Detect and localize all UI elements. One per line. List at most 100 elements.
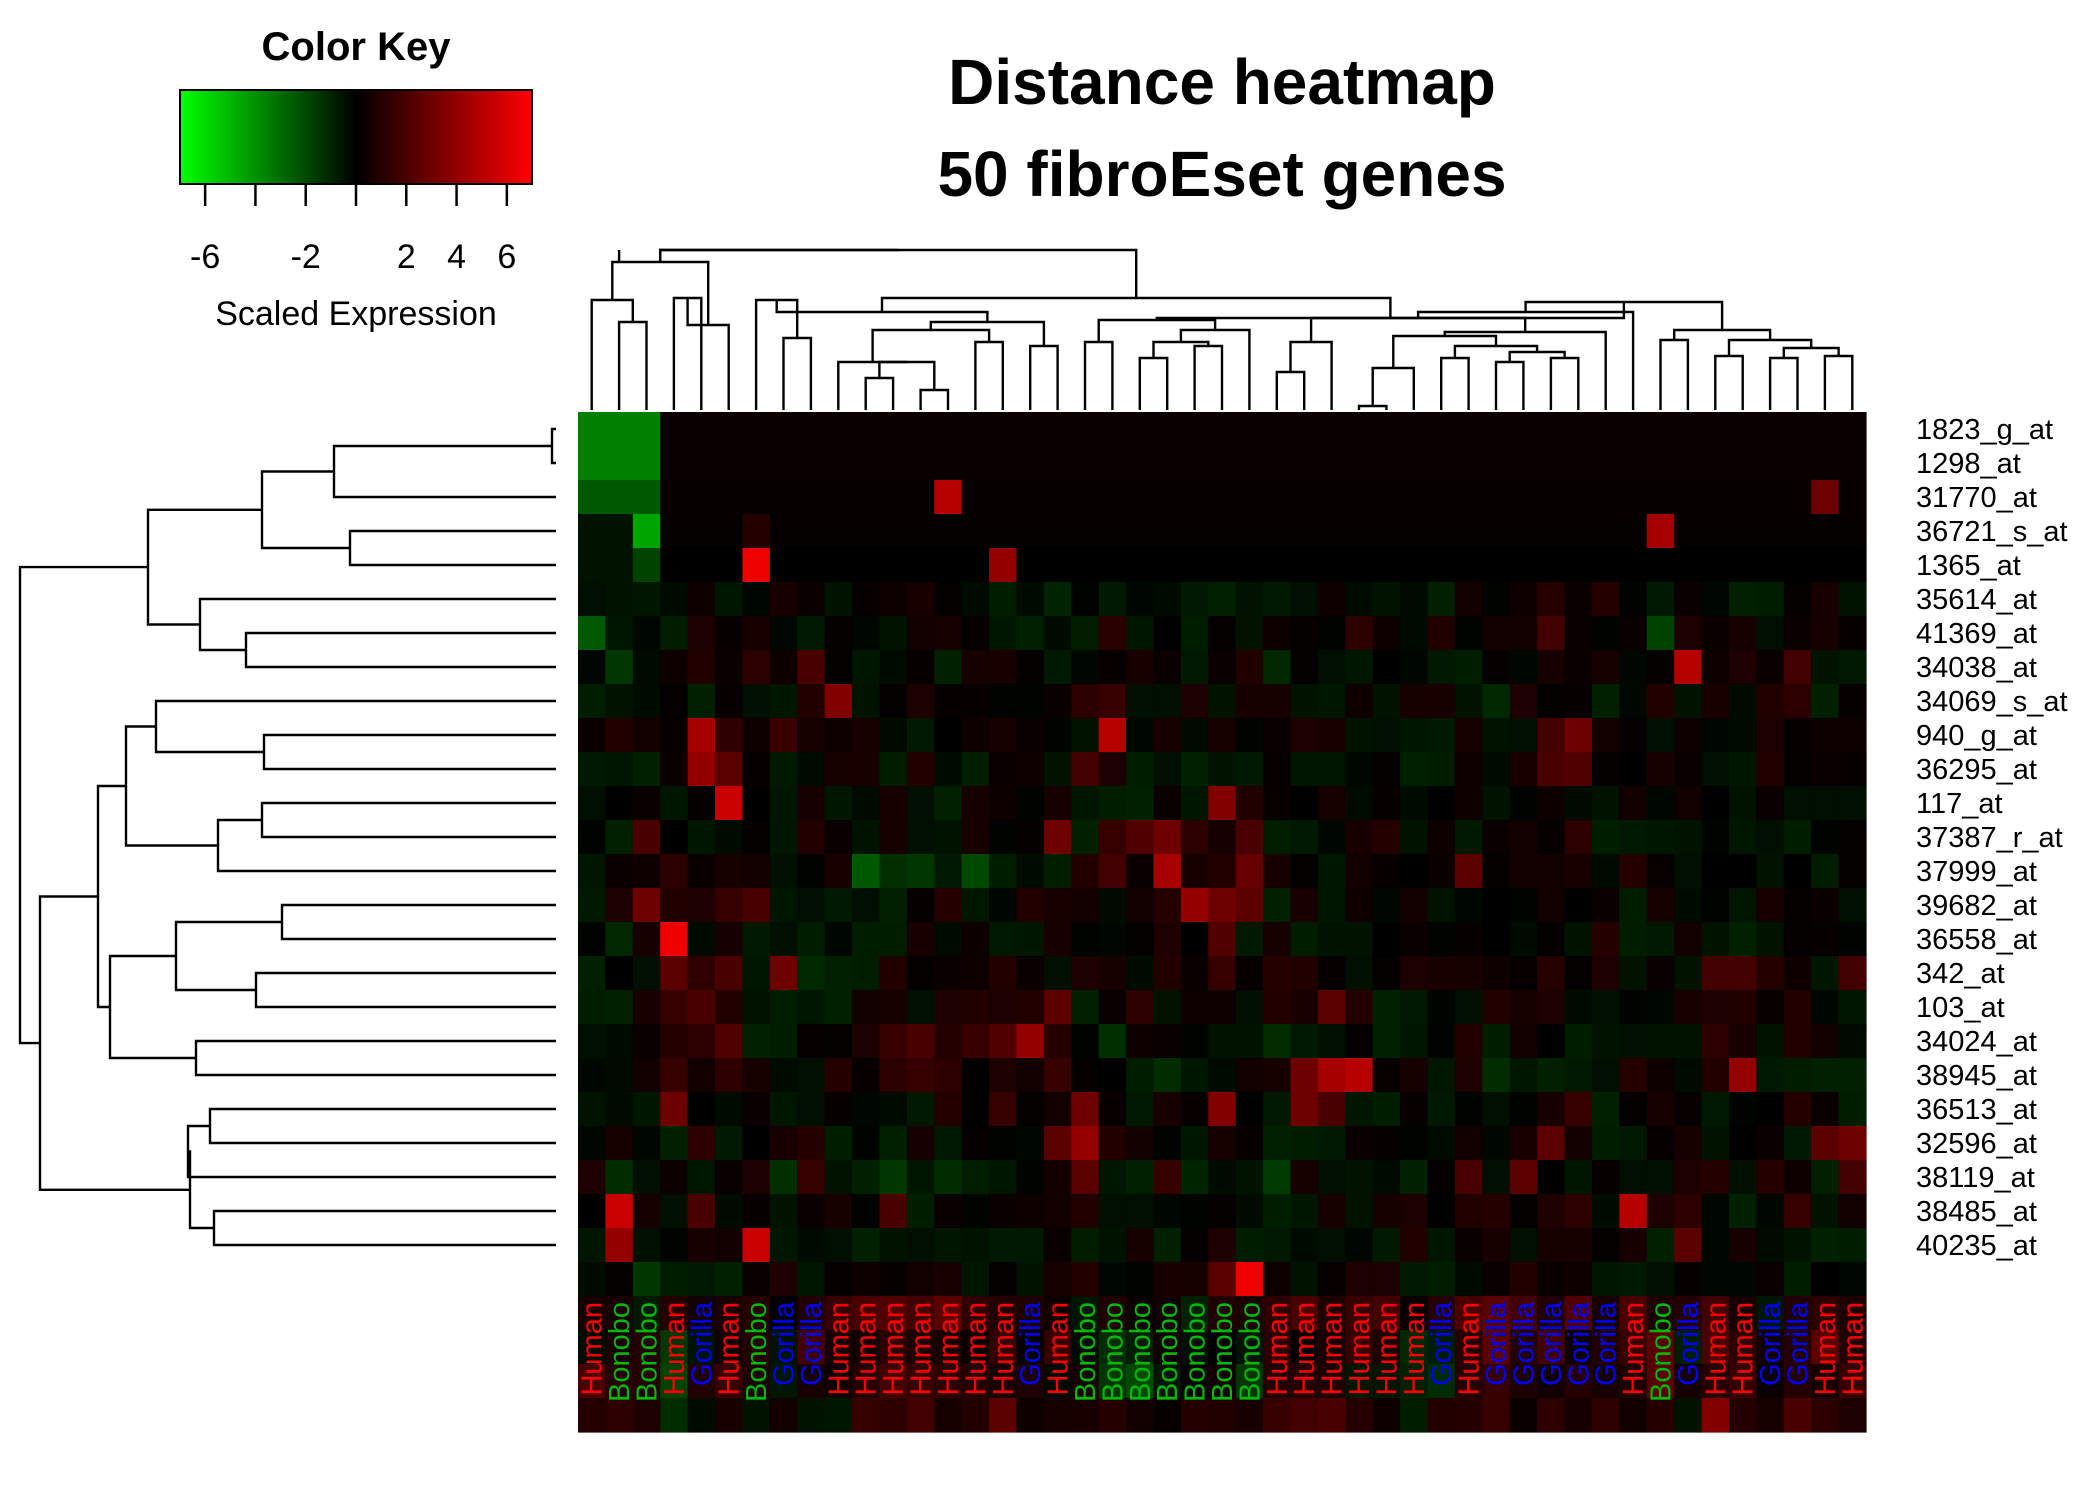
heatmap-cell-r16-c16 bbox=[1016, 956, 1045, 991]
heatmap-cell-r23-c16 bbox=[1016, 1194, 1045, 1229]
heatmap-cell-r2-c32 bbox=[1454, 480, 1483, 515]
heatmap-cell-r11-c12 bbox=[906, 786, 935, 821]
heatmap-cell-r0-c46 bbox=[1838, 412, 1867, 447]
heatmap-cell-r21-c37 bbox=[1591, 1126, 1620, 1161]
heatmap-cell-r19-c10 bbox=[852, 1058, 881, 1093]
heatmap-cell-r27-c8 bbox=[797, 1330, 826, 1365]
row-dendrogram-branch bbox=[188, 1150, 214, 1230]
heatmap-cell-r22-c20 bbox=[1126, 1160, 1155, 1195]
heatmap-cell-r25-c7 bbox=[769, 1262, 798, 1297]
heatmap-cell-r17-c6 bbox=[742, 990, 771, 1025]
heatmap-cell-r1-c34 bbox=[1509, 446, 1538, 481]
heatmap-cell-r10-c24 bbox=[1235, 752, 1264, 787]
heatmap-cell-r9-c28 bbox=[1345, 718, 1374, 753]
heatmap-cell-r10-c33 bbox=[1482, 752, 1511, 787]
heatmap-cell-r4-c45 bbox=[1811, 548, 1840, 583]
heatmap-cell-r25-c0 bbox=[578, 1262, 606, 1297]
heatmap-cell-r29-c30 bbox=[1400, 1398, 1429, 1433]
heatmap-cell-r27-c39 bbox=[1646, 1330, 1675, 1365]
heatmap-cell-r20-c43 bbox=[1756, 1092, 1785, 1127]
heatmap-cell-r14-c19 bbox=[1098, 888, 1127, 923]
heatmap-cell-r2-c12 bbox=[906, 480, 935, 515]
heatmap-cell-r5-c16 bbox=[1016, 582, 1045, 617]
heatmap-cell-r24-c25 bbox=[1263, 1228, 1292, 1263]
heatmap-cell-r5-c40 bbox=[1674, 582, 1703, 617]
heatmap-cell-r24-c6 bbox=[742, 1228, 771, 1263]
heatmap-cell-r17-c34 bbox=[1509, 990, 1538, 1025]
heatmap-cell-r20-c0 bbox=[578, 1092, 606, 1127]
heatmap-cell-r17-c44 bbox=[1783, 990, 1812, 1025]
heatmap-cell-r25-c19 bbox=[1098, 1262, 1127, 1297]
heatmap-cell-r0-c33 bbox=[1482, 412, 1511, 447]
heatmap-cell-r9-c27 bbox=[1317, 718, 1346, 753]
heatmap-cell-r22-c46 bbox=[1838, 1160, 1867, 1195]
heatmap-cell-r20-c26 bbox=[1290, 1092, 1319, 1127]
heatmap-cell-r4-c32 bbox=[1454, 548, 1483, 583]
heatmap-cell-r0-c45 bbox=[1811, 412, 1840, 447]
heatmap-cell-r11-c33 bbox=[1482, 786, 1511, 821]
heatmap-cell-r13-c14 bbox=[961, 854, 990, 889]
heatmap-cell-r27-c14 bbox=[961, 1330, 990, 1365]
heatmap-cell-r28-c3 bbox=[660, 1364, 689, 1399]
row-label: 34024_at bbox=[1916, 1026, 2037, 1058]
heatmap-cell-r3-c27 bbox=[1317, 514, 1346, 549]
heatmap-cell-r13-c20 bbox=[1126, 854, 1155, 889]
heatmap-cell-r13-c41 bbox=[1701, 854, 1730, 889]
heatmap-cell-r22-c33 bbox=[1482, 1160, 1511, 1195]
heatmap-cell-r4-c35 bbox=[1537, 548, 1566, 583]
heatmap-cell-r6-c31 bbox=[1427, 616, 1456, 651]
heatmap-cell-r7-c27 bbox=[1317, 650, 1346, 685]
heatmap-cell-r14-c5 bbox=[715, 888, 744, 923]
heatmap-cell-r11-c35 bbox=[1537, 786, 1566, 821]
heatmap-cell-r27-c18 bbox=[1071, 1330, 1100, 1365]
heatmap-cell-r24-c39 bbox=[1646, 1228, 1675, 1263]
color-key-gradient bbox=[179, 89, 533, 185]
heatmap-cell-r28-c11 bbox=[879, 1364, 908, 1399]
heatmap-cell-r22-c40 bbox=[1674, 1160, 1703, 1195]
heatmap-cell-r21-c45 bbox=[1811, 1126, 1840, 1161]
heatmap-cell-r28-c22 bbox=[1180, 1364, 1209, 1399]
heatmap-cell-r1-c21 bbox=[1153, 446, 1182, 481]
heatmap-cell-r3-c14 bbox=[961, 514, 990, 549]
heatmap-cell-r17-c35 bbox=[1537, 990, 1566, 1025]
heatmap-cell-r13-c39 bbox=[1646, 854, 1675, 889]
heatmap-cell-r20-c20 bbox=[1126, 1092, 1155, 1127]
heatmap-cell-r22-c17 bbox=[1043, 1160, 1072, 1195]
heatmap-cell-r25-c8 bbox=[797, 1262, 826, 1297]
heatmap-cell-r5-c20 bbox=[1126, 582, 1155, 617]
heatmap-cell-r6-c35 bbox=[1537, 616, 1566, 651]
heatmap-cell-r16-c19 bbox=[1098, 956, 1127, 991]
heatmap-cell-r24-c13 bbox=[934, 1228, 963, 1263]
heatmap-cell-r21-c34 bbox=[1509, 1126, 1538, 1161]
row-label: 39682_at bbox=[1916, 890, 2037, 922]
heatmap-cell-r28-c46 bbox=[1838, 1364, 1867, 1399]
heatmap-cell-r16-c21 bbox=[1153, 956, 1182, 991]
heatmap-cell-r28-c7 bbox=[769, 1364, 798, 1399]
heatmap-cell-r14-c28 bbox=[1345, 888, 1374, 923]
heatmap-cell-r12-c12 bbox=[906, 820, 935, 855]
heatmap-cell-r5-c46 bbox=[1838, 582, 1867, 617]
heatmap-cell-r22-c6 bbox=[742, 1160, 771, 1195]
heatmap-cell-r19-c18 bbox=[1071, 1058, 1100, 1093]
heatmap-cell-r20-c2 bbox=[632, 1092, 661, 1127]
row-label: 36295_at bbox=[1916, 754, 2037, 786]
heatmap-cell-r24-c28 bbox=[1345, 1228, 1374, 1263]
heatmap-cell-r23-c14 bbox=[961, 1194, 990, 1229]
heatmap-cell-r4-c19 bbox=[1098, 548, 1127, 583]
heatmap-cell-r18-c38 bbox=[1619, 1024, 1648, 1059]
row-dendrogram-branch bbox=[194, 1039, 556, 1077]
heatmap-cell-r9-c17 bbox=[1043, 718, 1072, 753]
heatmap-cell-r21-c27 bbox=[1317, 1126, 1346, 1161]
heatmap-cell-r5-c11 bbox=[879, 582, 908, 617]
heatmap-cell-r5-c6 bbox=[742, 582, 771, 617]
heatmap-cell-r19-c46 bbox=[1838, 1058, 1867, 1093]
heatmap-cell-r2-c28 bbox=[1345, 480, 1374, 515]
heatmap-cell-r13-c19 bbox=[1098, 854, 1127, 889]
heatmap-cell-r6-c6 bbox=[742, 616, 771, 651]
heatmap-cell-r9-c3 bbox=[660, 718, 689, 753]
heatmap-cell-r7-c28 bbox=[1345, 650, 1374, 685]
heatmap-cell-r15-c35 bbox=[1537, 922, 1566, 957]
heatmap-cell-r26-c38 bbox=[1619, 1296, 1648, 1331]
heatmap-cell-r17-c19 bbox=[1098, 990, 1127, 1025]
heatmap-cell-r9-c23 bbox=[1208, 718, 1237, 753]
